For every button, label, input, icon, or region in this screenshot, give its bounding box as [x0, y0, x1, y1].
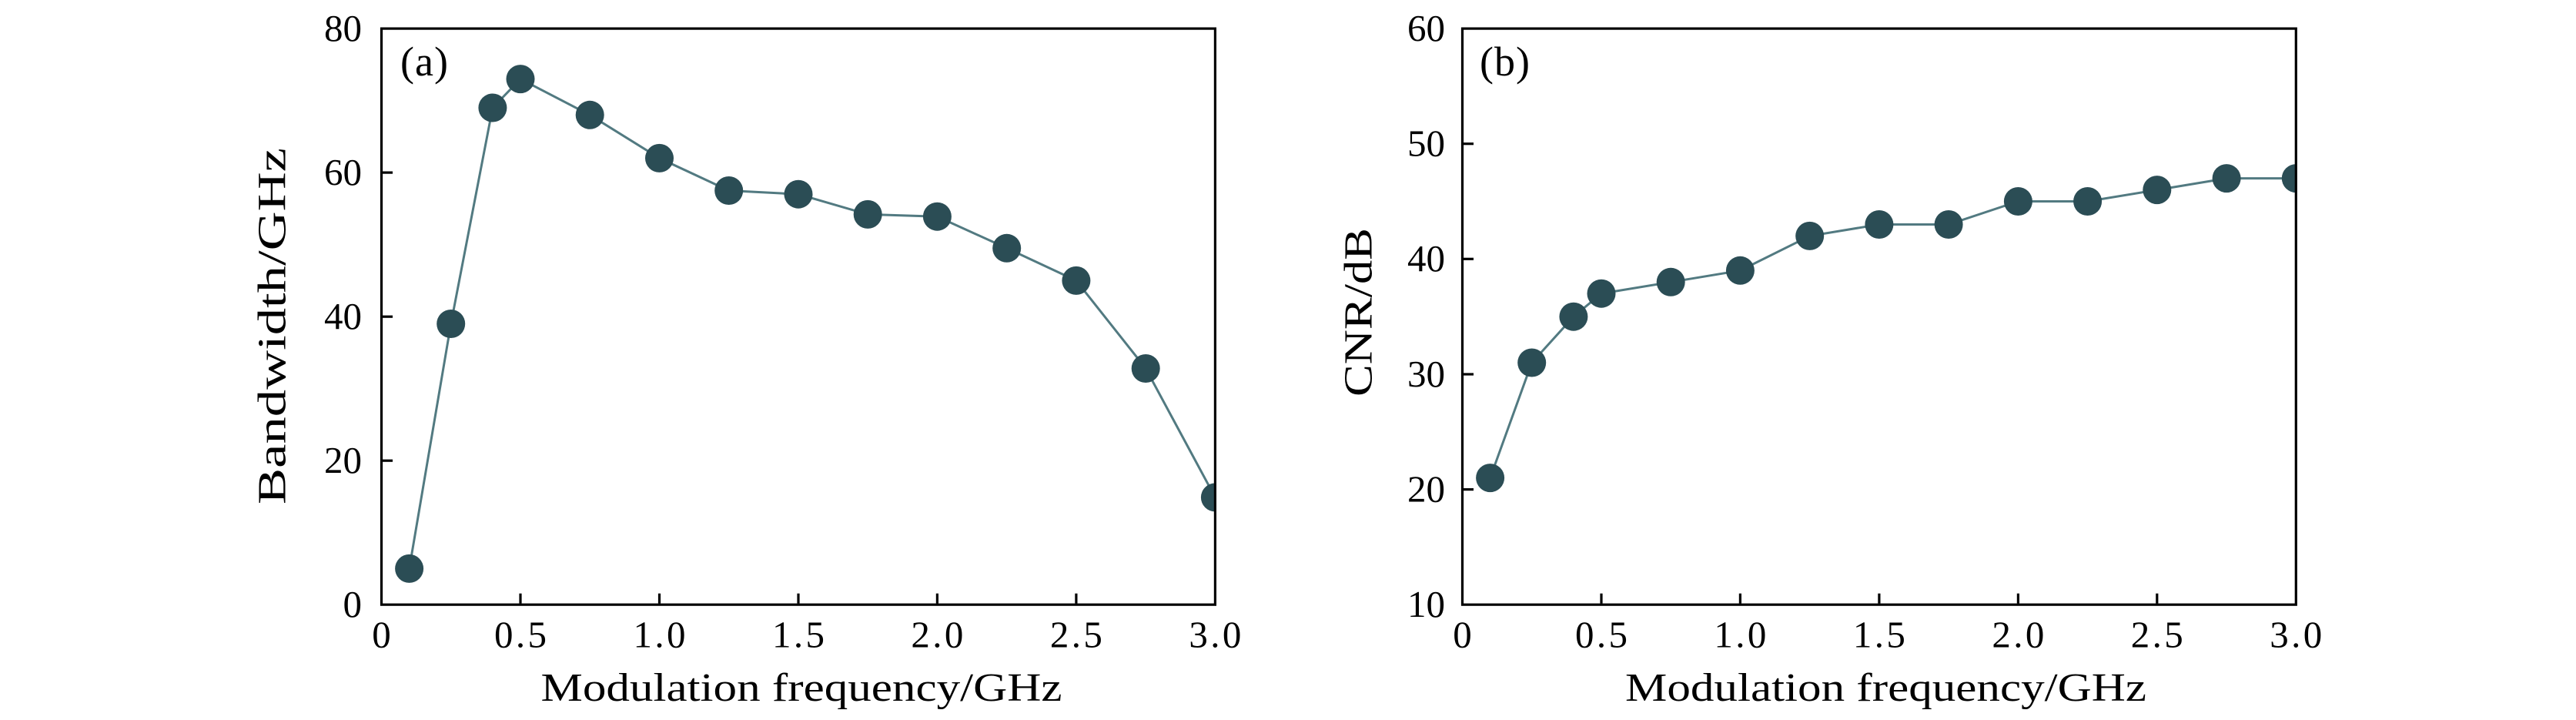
svg-text:20: 20 — [1407, 468, 1445, 511]
svg-text:(b): (b) — [1480, 39, 1530, 85]
svg-text:80: 80 — [324, 7, 362, 49]
svg-text:40: 40 — [324, 295, 362, 337]
svg-text:60: 60 — [324, 151, 362, 193]
svg-text:0: 0 — [372, 614, 391, 656]
svg-text:0: 0 — [343, 583, 363, 625]
svg-text:1.0: 1.0 — [1714, 614, 1766, 656]
svg-text:2.0: 2.0 — [1992, 614, 2044, 656]
svg-text:3.0: 3.0 — [1189, 614, 1241, 656]
svg-text:0.5: 0.5 — [494, 614, 547, 656]
svg-text:20: 20 — [324, 439, 362, 481]
svg-text:40: 40 — [1407, 237, 1445, 280]
svg-text:1.5: 1.5 — [772, 614, 825, 656]
svg-text:2.5: 2.5 — [2131, 614, 2183, 656]
svg-text:30: 30 — [1407, 353, 1445, 395]
svg-text:0.5: 0.5 — [1575, 614, 1628, 656]
svg-text:Modulation frequency/GHz: Modulation frequency/GHz — [1625, 666, 2146, 710]
svg-text:2.0: 2.0 — [911, 614, 963, 656]
svg-text:3.0: 3.0 — [2270, 614, 2322, 656]
svg-text:CNR/dB: CNR/dB — [1337, 228, 1381, 397]
svg-text:0: 0 — [1453, 614, 1472, 656]
svg-text:Modulation frequency/GHz: Modulation frequency/GHz — [541, 666, 1062, 710]
svg-text:1.0: 1.0 — [634, 614, 686, 656]
svg-text:60: 60 — [1407, 7, 1445, 49]
svg-text:50: 50 — [1407, 122, 1445, 165]
svg-text:(a): (a) — [400, 39, 448, 85]
svg-text:1.5: 1.5 — [1853, 614, 1905, 656]
svg-text:2.5: 2.5 — [1050, 614, 1102, 656]
svg-text:10: 10 — [1407, 583, 1445, 625]
svg-text:Bandwidth/GHz: Bandwidth/GHz — [251, 148, 295, 504]
